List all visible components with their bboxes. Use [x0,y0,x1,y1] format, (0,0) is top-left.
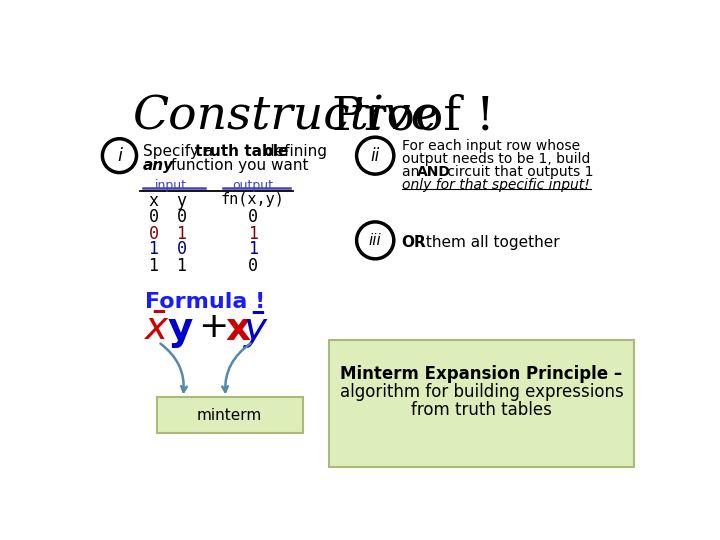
Text: 0: 0 [176,240,186,258]
Text: +: + [199,309,229,343]
Text: 1: 1 [248,225,258,243]
Text: truth table: truth table [194,144,288,159]
Text: minterm: minterm [197,408,262,423]
Text: x: x [225,309,251,348]
Text: 1: 1 [148,240,158,258]
Text: i: i [117,147,122,165]
Text: For each input row whose: For each input row whose [402,139,580,153]
Text: function you want: function you want [166,158,308,173]
Text: y: y [176,192,186,210]
Text: Specify a: Specify a [143,144,217,159]
Text: only for that specific input!: only for that specific input! [402,178,590,192]
FancyBboxPatch shape [157,397,303,433]
Text: ii: ii [371,147,380,165]
Text: $\bar{y}$: $\bar{y}$ [243,309,270,350]
Text: any: any [143,158,174,173]
Text: Minterm Expansion Principle –: Minterm Expansion Principle – [341,365,622,383]
Text: Formula !: Formula ! [145,292,265,312]
Text: 1: 1 [176,225,186,243]
Text: x: x [148,192,158,210]
Text: algorithm for building expressions: algorithm for building expressions [340,383,624,401]
Text: y: y [168,309,193,348]
Text: Proof !: Proof ! [317,94,495,139]
Text: 1: 1 [148,256,158,274]
Text: 1: 1 [176,256,186,274]
FancyBboxPatch shape [329,340,634,467]
Text: output needs to be 1, build: output needs to be 1, build [402,152,590,166]
Text: defining: defining [261,144,328,159]
Text: 1: 1 [248,240,258,258]
Text: 0: 0 [176,208,186,226]
Text: input: input [156,179,187,192]
Text: output: output [233,179,274,192]
Text: 0: 0 [148,225,158,243]
Text: Constructive: Constructive [132,94,439,139]
Text: $\bar{x}$: $\bar{x}$ [143,309,169,348]
Text: 0: 0 [248,256,258,274]
Text: from truth tables: from truth tables [411,401,552,418]
Text: an: an [402,165,423,179]
Text: 0: 0 [248,208,258,226]
Text: fn(x,y): fn(x,y) [221,192,284,207]
Text: 0: 0 [148,208,158,226]
Text: iii: iii [369,233,382,248]
Text: circuit that outputs 1: circuit that outputs 1 [443,165,593,179]
Text: OR: OR [402,235,426,250]
Text: them all together: them all together [421,235,559,250]
Text: AND: AND [417,165,451,179]
